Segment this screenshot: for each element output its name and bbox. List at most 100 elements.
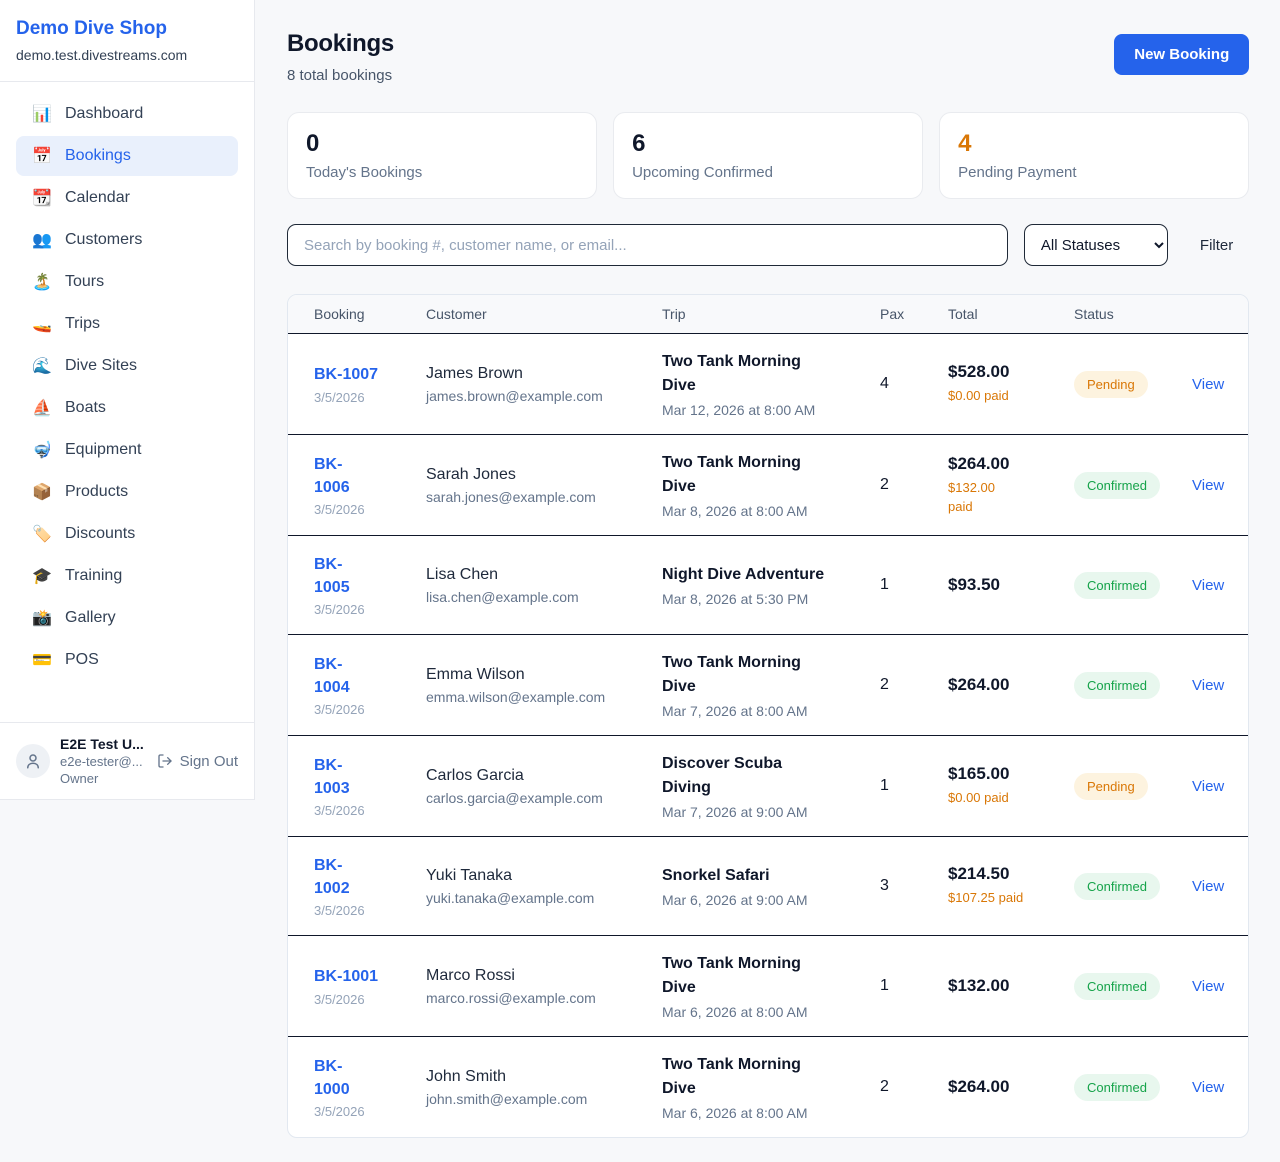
customer-name: Emma Wilson (426, 665, 525, 683)
filter-button[interactable]: Filter (1184, 229, 1249, 262)
package-icon: 📦 (32, 484, 52, 501)
customer-cell: Lisa Chen lisa.chen@example.com (426, 566, 662, 605)
avatar (16, 744, 50, 778)
shop-domain: demo.test.divestreams.com (16, 47, 188, 63)
view-link[interactable]: View (1192, 977, 1225, 995)
customer-cell: Marco Rossi marco.rossi@example.com (426, 967, 662, 1006)
stats-row: 0 Today's Bookings 6 Upcoming Confirmed 4 Pen… (287, 112, 1250, 199)
booking-cell: BK- 1005 3/5/2026 (314, 553, 426, 617)
page-header: Bookings 8 total bookings New Booking (287, 30, 1250, 84)
shop-name: Demo Dive Shop (16, 18, 167, 39)
view-link[interactable]: View (1192, 1078, 1225, 1096)
sidebar-item-label: Discounts (65, 525, 136, 542)
view-link[interactable]: View (1192, 476, 1225, 494)
trip-name: Night Dive Adventure (662, 566, 825, 583)
camera-flash-icon: 📸 (32, 610, 52, 627)
total-amount: $264.00 (948, 1077, 1010, 1096)
calendar-date-icon: 📅 (32, 148, 52, 165)
view-link[interactable]: View (1192, 877, 1225, 895)
sidebar-item-gallery[interactable]: 📸 Gallery (16, 598, 238, 638)
sidebar-item-label: Bookings (65, 147, 131, 164)
booking-number-link[interactable]: BK-1007 (314, 366, 379, 384)
booking-date: 3/5/2026 (314, 502, 365, 518)
customer-name: John Smith (426, 1067, 507, 1085)
view-link[interactable]: View (1192, 777, 1225, 795)
column-header: Total (948, 306, 978, 322)
booking-number-link[interactable]: BK- 1005 (314, 555, 350, 596)
sidebar-item-training[interactable]: 🎓 Training (16, 556, 238, 596)
status-cell: Confirmed (1074, 671, 1192, 699)
total-cell: $165.00 $0.00 paid (948, 764, 1074, 808)
sidebar-item-dashboard[interactable]: 📊 Dashboard (16, 94, 238, 134)
pax-count: 1 (880, 977, 889, 994)
table-body: BK-1007 3/5/2026 James Brown james.brown@ex… (288, 334, 1249, 1137)
sidebar-item-boats[interactable]: ⛵ Boats (16, 388, 238, 428)
view-link[interactable]: View (1192, 375, 1225, 393)
sidebar-item-customers[interactable]: 👥 Customers (16, 220, 238, 260)
booking-number-link[interactable]: BK- 1000 (314, 1057, 350, 1098)
view-link[interactable]: View (1192, 576, 1225, 594)
customer-name: Lisa Chen (426, 565, 499, 583)
trip-cell: Two Tank Morning Dive Mar 7, 2026 at 8:00… (662, 651, 880, 719)
trip-cell: Two Tank Morning Dive Mar 12, 2026 at 8:0… (662, 350, 880, 418)
total-amount: $528.00 (948, 362, 1010, 382)
total-cell: $264.00 $132.00 paid (948, 454, 1074, 517)
total-amount: $93.50 (948, 575, 1000, 594)
island-icon: 🏝️ (32, 274, 52, 291)
sign-out-button[interactable]: Sign Out (157, 753, 238, 770)
sidebar-item-pos[interactable]: 💳 POS (16, 640, 238, 680)
sidebar-item-tours[interactable]: 🏝️ Tours (16, 262, 238, 302)
sidebar-item-calendar[interactable]: 📆 Calendar (16, 178, 238, 218)
filter-row: All Statuses Filter (287, 224, 1249, 266)
status-cell: Confirmed (1074, 571, 1192, 599)
status-cell: Confirmed (1074, 872, 1192, 900)
customer-email: emma.wilson@example.com (426, 688, 606, 705)
trip-cell: Discover Scuba Diving Mar 7, 2026 at 9:00… (662, 752, 880, 820)
table-row: BK- 1006 3/5/2026 Sarah Jones sarah.jones@e… (288, 434, 1249, 535)
sidebar-item-bookings[interactable]: 📅 Bookings (16, 136, 238, 176)
sidebar-item-discounts[interactable]: 🏷️ Discounts (16, 514, 238, 554)
booking-number-link[interactable]: BK- 1002 (314, 856, 350, 897)
status-cell: Confirmed (1074, 471, 1192, 499)
pax-count: 2 (880, 476, 889, 493)
people-icon: 👥 (32, 232, 52, 249)
pax-count: 1 (880, 576, 889, 593)
booking-number-link[interactable]: BK-1001 (314, 968, 379, 986)
total-cell: $264.00 (948, 675, 1074, 695)
stat-card: 0 Today's Bookings (287, 112, 598, 199)
customer-email: carlos.garcia@example.com (426, 789, 603, 806)
trip-name: Snorkel Safari (662, 867, 770, 884)
customer-name: Yuki Tanaka (426, 866, 512, 884)
sidebar: Demo Dive Shop demo.test.divestreams.com… (0, 0, 255, 800)
status-badge: Pending (1074, 370, 1148, 398)
wave-icon: 🌊 (32, 358, 52, 375)
pax-count: 2 (880, 676, 889, 693)
booking-number-link[interactable]: BK- 1006 (314, 455, 350, 496)
status-badge: Confirmed (1074, 972, 1160, 1000)
new-booking-button[interactable]: New Booking (1114, 34, 1250, 75)
trip-datetime: Mar 6, 2026 at 8:00 AM (662, 1004, 808, 1020)
credit-card-icon: 💳 (32, 652, 52, 669)
page-header-text: Bookings 8 total bookings (287, 30, 394, 84)
status-select[interactable]: All Statuses (1023, 224, 1168, 266)
sidebar-item-dive-sites[interactable]: 🌊 Dive Sites (16, 346, 238, 386)
booking-number-link[interactable]: BK- 1004 (314, 655, 350, 696)
customer-name: Marco Rossi (426, 966, 515, 984)
sidebar-item-products[interactable]: 📦 Products (16, 472, 238, 512)
sidebar-item-label: Dashboard (65, 105, 144, 122)
table-row: BK- 1005 3/5/2026 Lisa Chen lisa.chen@examp… (288, 535, 1249, 634)
booking-number-link[interactable]: BK- 1003 (314, 756, 350, 797)
sidebar-item-label: Trips (65, 315, 100, 332)
search-input[interactable] (287, 224, 1008, 266)
sidebar-item-trips[interactable]: 🚤 Trips (16, 304, 238, 344)
total-amount: $214.50 (948, 864, 1010, 884)
trip-datetime: Mar 8, 2026 at 8:00 AM (662, 503, 808, 519)
sidebar-item-equipment[interactable]: 🤿 Equipment (16, 430, 238, 470)
pax-count: 4 (880, 375, 889, 392)
user-role: Owner (60, 771, 99, 786)
stat-card: 4 Pending Payment (939, 112, 1250, 199)
trip-name: Two Tank Morning Dive (662, 955, 801, 996)
status-badge: Confirmed (1074, 1073, 1160, 1101)
customer-email: yuki.tanaka@example.com (426, 889, 595, 906)
view-link[interactable]: View (1192, 676, 1225, 694)
